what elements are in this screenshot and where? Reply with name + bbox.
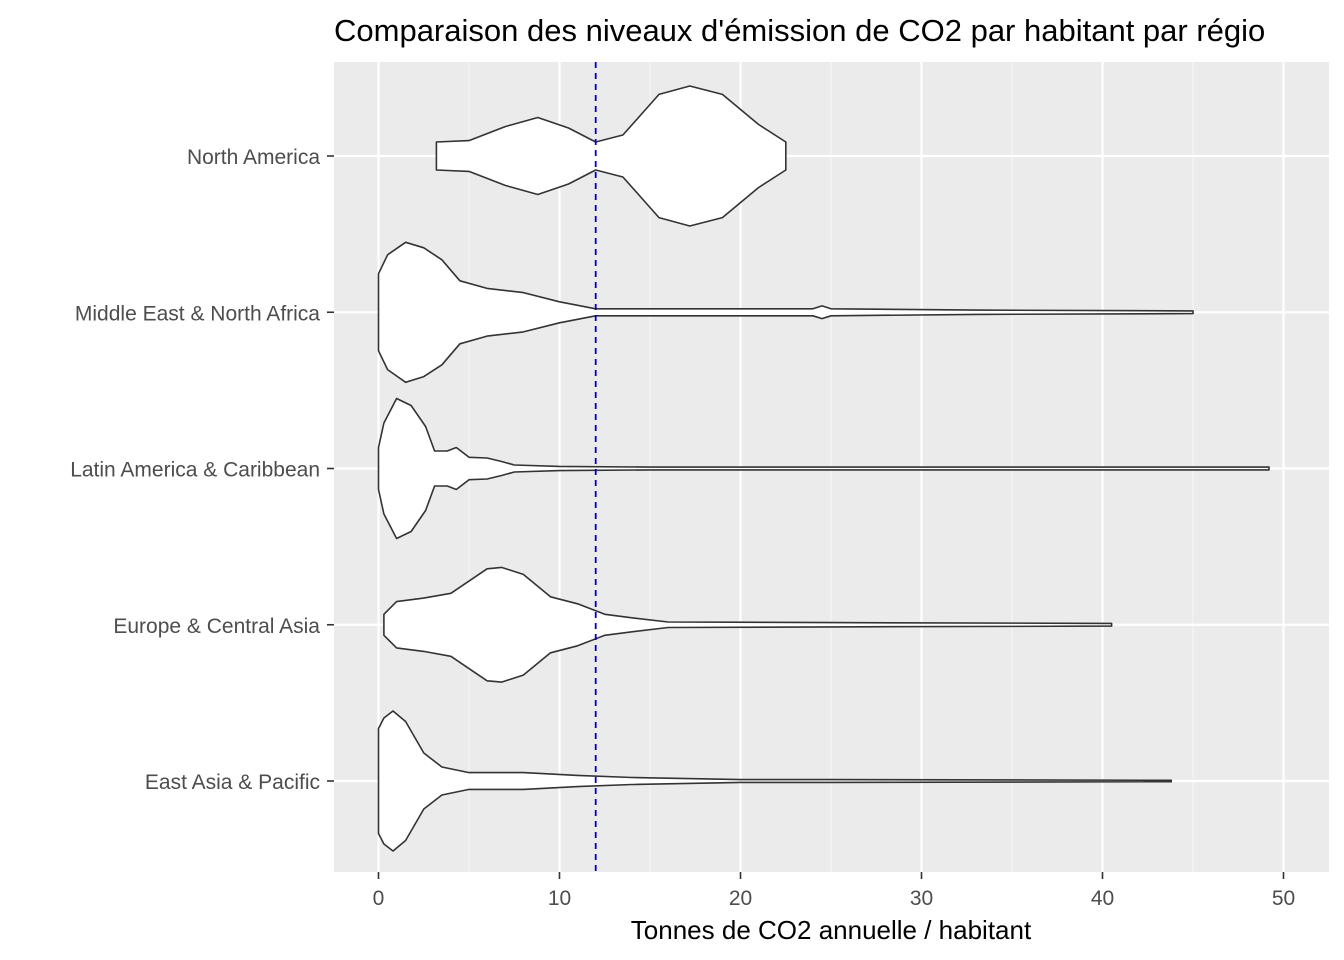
x-tick-label: 0: [373, 887, 385, 910]
violin-latin-america-caribbean: [377, 397, 1270, 540]
violin-middle-east-north-africa: [377, 241, 1194, 384]
y-tick-label: Europe & Central Asia: [113, 615, 320, 638]
y-axis: North America Middle East & North Africa L…: [70, 146, 334, 794]
x-axis-label: Tonnes de CO2 annuelle / habitant: [631, 915, 1032, 945]
y-tick-label: Latin America & Caribbean: [70, 459, 320, 482]
violin-europe-central-asia: [383, 566, 1113, 683]
y-tick-label: North America: [187, 146, 320, 169]
x-axis: 0 10 20 30 40 50: [373, 872, 1295, 910]
violin-north-america: [435, 85, 787, 227]
x-tick-label: 50: [1272, 887, 1295, 910]
x-tick-label: 10: [548, 887, 571, 910]
x-tick-label: 20: [729, 887, 752, 910]
violins: [377, 85, 1270, 852]
y-tick-label: Middle East & North Africa: [75, 302, 320, 325]
violin-east-asia-pacific: [377, 710, 1173, 852]
x-tick-label: 40: [1091, 887, 1114, 910]
x-tick-label: 30: [910, 887, 933, 910]
y-tick-label: East Asia & Pacific: [145, 771, 320, 794]
chart-title: Comparaison des niveaux d'émission de CO…: [334, 13, 1265, 48]
